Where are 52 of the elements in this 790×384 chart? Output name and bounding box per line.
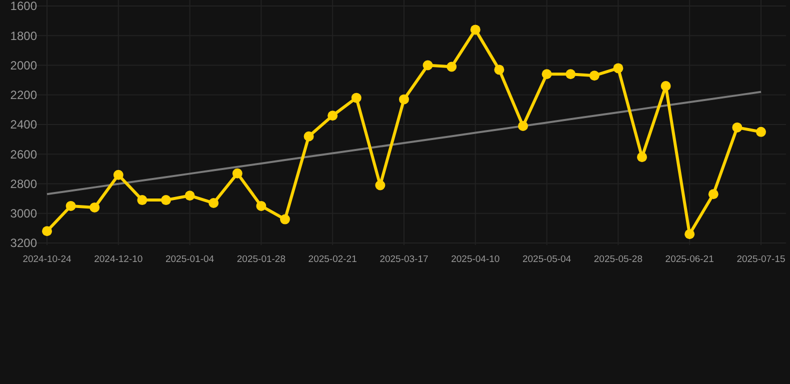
point: [399, 94, 409, 104]
point: [708, 189, 718, 200]
point: [42, 226, 52, 236]
y-tick-label: 3200: [10, 236, 38, 250]
x-tick-label: 2024-10-24: [22, 254, 72, 265]
point: [137, 195, 148, 206]
point: [446, 62, 457, 72]
x-tick-label: 2025-02-21: [308, 254, 357, 265]
x-tick-label: 2025-03-17: [380, 254, 428, 265]
point: [660, 80, 671, 91]
point: [256, 200, 266, 211]
point: [494, 64, 504, 75]
point: [90, 202, 100, 212]
point: [589, 70, 600, 81]
point: [637, 152, 647, 162]
point: [684, 229, 695, 240]
y-tick-label: 2600: [10, 147, 38, 162]
point: [113, 170, 124, 180]
point: [470, 24, 480, 35]
x-tick-label: 2025-05-28: [594, 254, 643, 265]
y-tick-label: 2200: [10, 88, 38, 102]
point: [208, 198, 219, 208]
point: [184, 190, 195, 201]
x-tick-label: 2025-04-10: [451, 254, 500, 265]
point: [328, 110, 338, 121]
y-tick-label: 2400: [10, 118, 38, 132]
x-tick-label: 2025-05-04: [522, 254, 572, 265]
point: [161, 195, 171, 206]
point: [756, 126, 766, 137]
point: [232, 168, 242, 178]
y-tick-label: 3000: [10, 206, 38, 221]
point: [66, 200, 76, 211]
point: [375, 180, 386, 190]
y-tick-label: 1600: [10, 0, 38, 14]
y-tick-label: 1800: [10, 28, 38, 43]
point: [566, 69, 576, 80]
point: [280, 214, 290, 224]
point: [304, 131, 314, 142]
point: [351, 92, 362, 103]
point: [422, 60, 433, 70]
y-tick-label: 2800: [10, 176, 38, 191]
x-tick-label: 2024-12-10: [94, 254, 143, 265]
x-tick-label: 2025-07-15: [736, 254, 786, 265]
point: [732, 122, 742, 132]
point: [542, 69, 552, 80]
line-series: [46, 90, 762, 196]
point: [518, 120, 528, 131]
point: [613, 63, 624, 74]
y-tick-label: 2000: [10, 58, 38, 72]
x-tick-label: 2025-06-21: [665, 254, 714, 265]
x-tick-label: 2025-01-04: [165, 254, 214, 265]
x-tick-label: 2025-01-28: [236, 254, 286, 265]
